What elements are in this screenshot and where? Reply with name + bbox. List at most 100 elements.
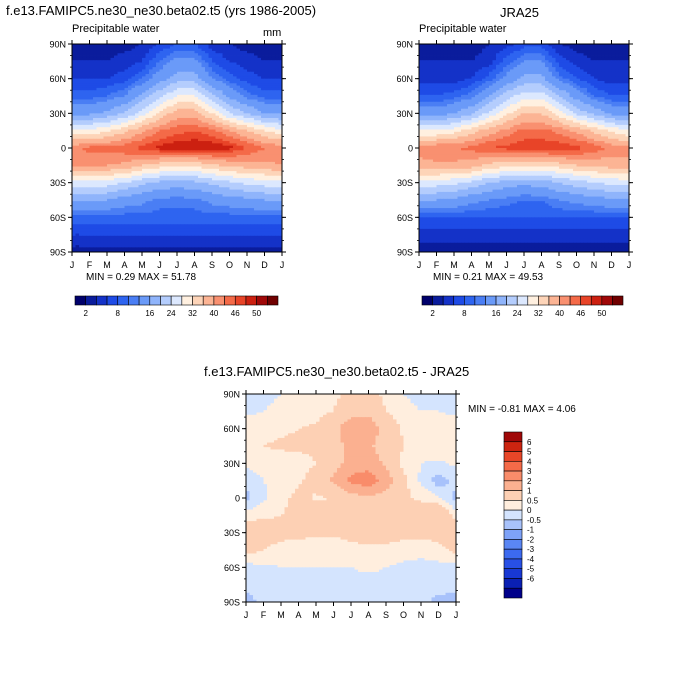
model-cell [240,53,244,56]
model-cell [117,228,122,232]
model-cell [254,80,258,84]
model-cell [138,55,143,59]
model-cell [247,92,251,96]
model-cell [180,71,185,75]
model-cell [212,129,216,133]
model-cell [278,80,283,84]
model-cell [110,60,115,63]
model-cell [250,129,255,133]
model-cell [96,217,101,221]
model-cell [131,97,136,100]
model-cell [254,87,258,91]
model-cell [254,168,258,172]
model-cell [194,97,199,100]
model-cell [124,203,129,207]
model-cell [100,85,104,89]
model-cell [180,226,185,230]
model-cell [128,217,132,221]
model-cell [233,106,237,110]
model-cell [124,138,129,142]
model-cell [114,85,118,89]
model-cell [138,104,143,107]
model-cell [271,198,276,202]
model-cell [96,113,101,117]
model-cell [142,67,146,70]
model-cell [240,194,244,197]
model-cell [268,164,272,167]
model-cell [215,191,220,195]
model-cell [96,108,101,112]
model-cell [142,221,146,225]
model-cell [243,92,248,96]
model-cell [100,53,104,56]
model-cell [128,64,132,68]
model-cell [229,129,234,133]
model-cell [275,178,279,181]
model-cell [79,53,83,56]
model-cell [180,53,185,56]
model-cell [82,57,87,61]
model-cell [124,175,129,179]
model-cell [72,180,76,184]
model-cell [268,53,272,56]
model-cell [114,189,118,193]
model-cell [219,92,223,96]
model-cell [96,171,101,174]
model-cell [215,87,220,91]
model-cell [215,50,220,54]
model-cell [226,87,230,91]
model-cell [103,194,108,197]
model-cell [219,203,223,207]
model-cell [243,175,248,179]
model-cell [138,180,143,184]
model-cell [128,201,132,204]
model-cell [177,124,181,128]
model-cell [103,136,108,140]
model-cell [152,94,157,98]
model-cell [240,219,244,223]
model-cell [142,131,146,135]
model-cell [275,60,279,63]
model-cell [264,104,269,107]
model-cell [131,131,136,135]
model-cell [135,205,139,209]
model-cell [236,221,241,225]
model-cell [163,83,167,86]
model-cell [82,92,87,96]
model-cell [100,226,104,230]
model-cell [163,233,167,237]
model-cell [275,210,279,214]
model-cell [243,74,248,77]
model-cell [93,78,97,82]
model-cell [124,217,129,221]
model-cell [156,143,160,147]
model-cell [198,141,202,144]
model-cell [163,64,167,68]
model-cell [194,71,199,75]
model-cell [156,124,160,128]
model-cell [100,168,104,172]
model-cell [229,233,234,237]
model-cell [79,120,83,123]
model-cell [75,157,80,160]
model-cell [72,166,76,170]
model-cell [271,50,276,54]
model-cell [100,117,104,121]
model-cell [198,231,202,234]
model-cell [187,157,192,160]
model-cell [212,80,216,84]
model-cell [128,184,132,188]
model-cell [212,78,216,82]
model-cell [103,233,108,237]
model-cell [128,78,132,82]
model-cell [82,87,87,91]
model-cell [117,120,122,123]
model-cell [142,210,146,214]
model-cell [278,64,283,68]
model-cell [264,117,269,121]
model-cell [180,182,185,186]
model-cell [240,62,244,66]
model-cell [131,94,136,98]
model-cell [86,113,90,117]
model-cell [257,196,262,200]
